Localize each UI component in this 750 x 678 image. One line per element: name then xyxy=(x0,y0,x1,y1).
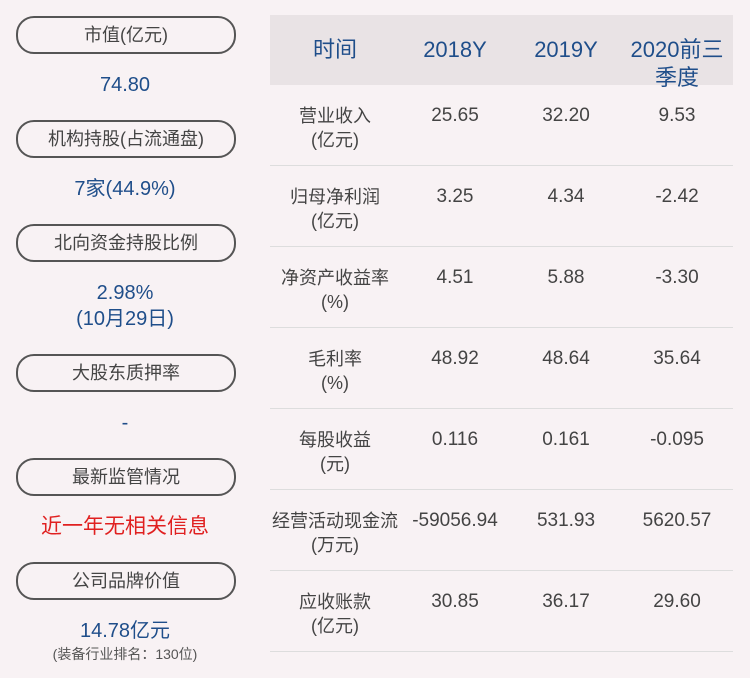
row-label: (%) xyxy=(321,292,349,312)
table-cell: 48.92 xyxy=(431,348,479,369)
table-cell: 4.34 xyxy=(547,186,585,207)
row-label: 营业收入 xyxy=(299,106,371,126)
row-label: (%) xyxy=(321,373,349,393)
row-divider xyxy=(270,570,733,571)
table-cell: 3.25 xyxy=(436,186,474,207)
header-cell: 2019Y xyxy=(534,37,598,62)
row-label: (亿元) xyxy=(311,211,359,231)
table-cell: -3.30 xyxy=(655,267,699,288)
header-cell: 2020前三季度 xyxy=(630,37,724,90)
table-cell: 32.20 xyxy=(542,105,590,126)
table-cell: 48.64 xyxy=(542,348,590,369)
row-label: (万元) xyxy=(311,535,359,555)
metric-value: 2.98% xyxy=(96,282,154,304)
table-cell: -59056.94 xyxy=(412,510,498,531)
row-label: 净资产收益率 xyxy=(281,268,389,288)
metric-label: 北向资金持股比例 xyxy=(16,224,236,262)
table-cell: -2.42 xyxy=(655,186,699,207)
header-cell: 2018Y xyxy=(423,37,487,62)
metric-label: 市值(亿元) xyxy=(16,16,236,54)
table-cell: 35.64 xyxy=(653,348,701,369)
table-cell: 0.116 xyxy=(431,429,479,450)
table-cell: 30.85 xyxy=(431,591,479,612)
table-cell: 9.53 xyxy=(658,105,696,126)
row-divider xyxy=(270,165,733,166)
row-label: 经营活动现金流 xyxy=(272,511,398,531)
row-label: 每股收益 xyxy=(299,430,371,450)
metric-value: 7家(44.9%) xyxy=(74,178,176,200)
table-cell: 36.17 xyxy=(542,591,590,612)
table-cell: 5620.57 xyxy=(642,510,712,531)
row-label: (亿元) xyxy=(311,616,359,636)
table-cell: 5.88 xyxy=(547,267,585,288)
row-label: (元) xyxy=(320,454,350,474)
header-cell: 时间 xyxy=(312,37,357,62)
metric-value: 74.80 xyxy=(99,74,151,96)
table-cell: 29.60 xyxy=(653,591,701,612)
metric-label: 最新监管情况 xyxy=(16,458,236,496)
row-label: 应收账款 xyxy=(299,592,371,612)
metric-label: 公司品牌价值 xyxy=(16,562,236,600)
table-cell: 531.93 xyxy=(536,510,596,531)
metric-value: - xyxy=(121,412,129,434)
table-header xyxy=(270,15,733,85)
metric-value: 近一年无相关信息 xyxy=(41,515,209,538)
row-divider xyxy=(270,327,733,328)
metric-note: (装备行业排名：130位) xyxy=(52,646,198,662)
metric-label: 大股东质押率 xyxy=(16,354,236,392)
row-divider xyxy=(270,651,733,652)
metric-value: 14.78亿元 xyxy=(79,620,171,642)
table-cell: -0.095 xyxy=(650,429,704,450)
row-label: 归母净利润 xyxy=(290,187,380,207)
metric-label: 机构持股(占流通盘) xyxy=(16,120,236,158)
metric-value: (10月29日) xyxy=(76,308,174,330)
row-label: (亿元) xyxy=(311,130,359,150)
row-divider xyxy=(270,246,733,247)
row-divider xyxy=(270,408,733,409)
table-cell: 25.65 xyxy=(431,105,479,126)
row-label: 毛利率 xyxy=(308,349,362,369)
row-divider xyxy=(270,489,733,490)
table-cell: 4.51 xyxy=(436,267,474,288)
table-cell: 0.161 xyxy=(542,429,590,450)
